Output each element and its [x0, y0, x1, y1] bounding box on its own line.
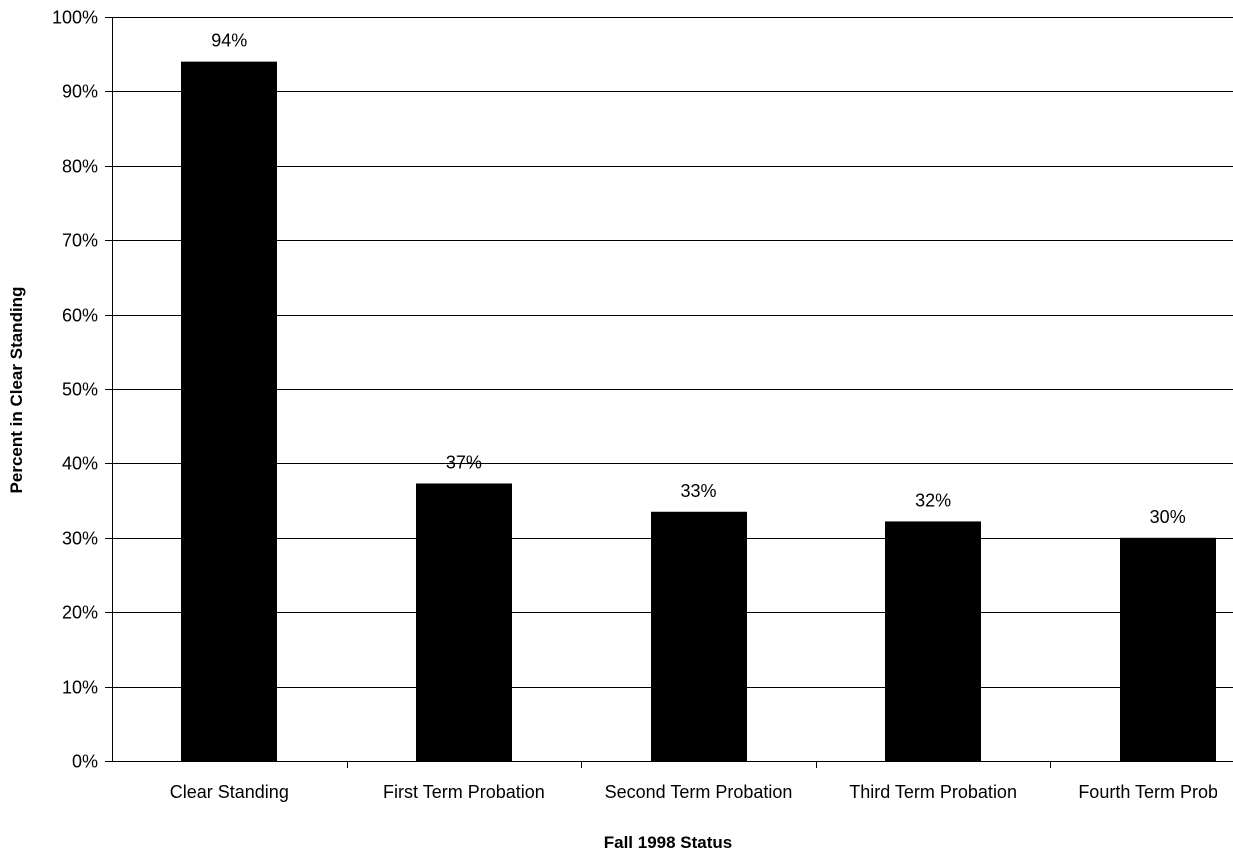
gridlines — [112, 17, 1233, 688]
x-tick-label: Fourth Term Probation — [1078, 782, 1233, 802]
x-tick-label: Second Term Probation — [605, 782, 793, 802]
y-tick-label: 70% — [62, 231, 98, 251]
y-axis-title: Percent in Clear Standing — [7, 287, 26, 494]
data-labels: 94% 37% 33% 32% 30% — [211, 31, 1185, 527]
data-label: 30% — [1150, 507, 1186, 527]
bar — [1120, 537, 1216, 761]
data-label: 33% — [680, 481, 716, 501]
y-tick-label: 90% — [62, 82, 98, 102]
y-tick-label: 30% — [62, 529, 98, 549]
axes — [105, 17, 1233, 768]
y-tick-label: 100% — [52, 8, 98, 28]
data-label: 32% — [915, 490, 951, 510]
bars — [181, 61, 1216, 761]
y-tick-label: 20% — [62, 603, 98, 623]
y-tick-label: 80% — [62, 157, 98, 177]
data-label: 37% — [446, 452, 482, 472]
y-tick-label: 60% — [62, 306, 98, 326]
bar — [885, 521, 981, 761]
x-tick-label: Clear Standing — [170, 782, 289, 802]
x-tick-label: First Term Probation — [383, 782, 545, 802]
x-axis-title: Fall 1998 Status — [604, 833, 733, 852]
bar — [651, 511, 747, 761]
bar — [416, 483, 512, 761]
y-tick-labels: 0% 10% 20% 30% 40% 50% 60% 70% 80% 90% 100% — [52, 8, 98, 772]
x-tick-labels: Clear Standing First Term Probation Second… — [170, 782, 1233, 802]
x-tick-label: Third Term Probation — [849, 782, 1017, 802]
data-label: 94% — [211, 31, 247, 51]
y-tick-label: 50% — [62, 380, 98, 400]
y-tick-label: 10% — [62, 678, 98, 698]
y-tick-label: 0% — [72, 752, 98, 772]
y-tick-label: 40% — [62, 454, 98, 474]
bar — [181, 61, 277, 761]
